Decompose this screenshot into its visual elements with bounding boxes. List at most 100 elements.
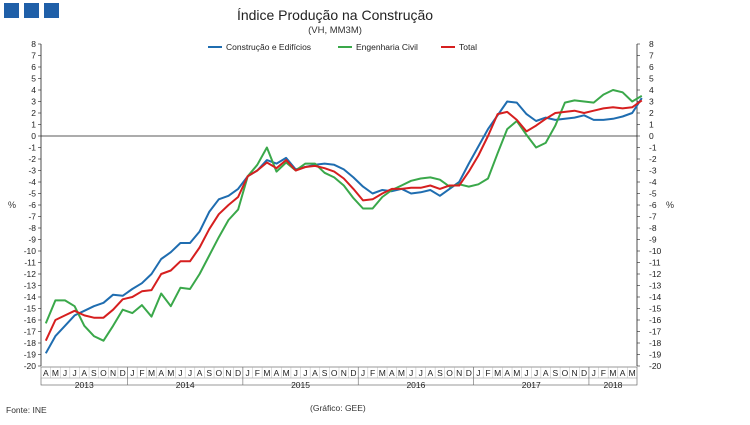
y-tick-label-left: 2 <box>31 108 36 118</box>
x-tick-label-month: N <box>110 368 116 378</box>
y-tick-label-right: 5 <box>649 74 654 84</box>
x-tick-label-month: A <box>312 368 318 378</box>
x-tick-label-month: J <box>361 368 365 378</box>
x-tick-label-month: M <box>52 368 59 378</box>
y-tick-label-right: -7 <box>649 212 657 222</box>
x-tick-label-month: A <box>158 368 164 378</box>
x-tick-label-month: F <box>601 368 606 378</box>
y-tick-label-right: -16 <box>649 315 662 325</box>
x-tick-label-month: M <box>167 368 174 378</box>
x-tick-label-month: A <box>81 368 87 378</box>
x-tick-label-month: J <box>73 368 77 378</box>
y-tick-label-left: -3 <box>28 166 36 176</box>
series-group <box>44 89 643 354</box>
x-tick-label-month: O <box>100 368 107 378</box>
y-tick-label-right: -17 <box>649 327 662 337</box>
x-tick-label-month: F <box>370 368 375 378</box>
x-tick-label-month: M <box>398 368 405 378</box>
x-tick-label-year: 2014 <box>176 380 195 390</box>
x-tick-label-month: O <box>562 368 569 378</box>
x-tick-label-month: J <box>178 368 182 378</box>
y-tick-label-right: 7 <box>649 51 654 61</box>
x-tick-label-month: J <box>476 368 480 378</box>
x-tick-label-month: A <box>620 368 626 378</box>
x-tick-label-month: O <box>331 368 338 378</box>
y-tick-label-right: -9 <box>649 235 657 245</box>
y-tick-label-right: -20 <box>649 361 662 371</box>
x-tick-label-month: M <box>148 368 155 378</box>
y-tick-label-right: -18 <box>649 338 662 348</box>
x-tick-label-month: M <box>513 368 520 378</box>
x-tick-label-month: A <box>389 368 395 378</box>
x-tick-label-month: S <box>552 368 558 378</box>
y-axis-left: 876543210-1-2-3-4-5-6-7-8-9-10-11-12-13-… <box>24 39 41 371</box>
x-tick-label-month: A <box>543 368 549 378</box>
x-tick-label-month: M <box>263 368 270 378</box>
y-tick-label-right: 1 <box>649 120 654 130</box>
y-tick-label-left: 1 <box>31 120 36 130</box>
legend-label-engenharia: Engenharia Civil <box>356 42 418 52</box>
y-tick-label-left: -20 <box>24 361 37 371</box>
x-tick-label-month: D <box>350 368 356 378</box>
y-tick-label-right: 2 <box>649 108 654 118</box>
credit-note: (Gráfico: GEE) <box>310 403 366 413</box>
y-tick-label-left: -16 <box>24 315 37 325</box>
y-tick-label-right: 6 <box>649 62 654 72</box>
y-tick-label-right: -8 <box>649 223 657 233</box>
y-tick-label-left: -15 <box>24 304 37 314</box>
y-tick-label-left: -19 <box>24 350 37 360</box>
y-tick-label-left: -12 <box>24 269 37 279</box>
y-axis-label-left: % <box>8 200 16 210</box>
y-tick-label-left: -14 <box>24 292 37 302</box>
x-tick-label-month: J <box>130 368 134 378</box>
legend-label-total: Total <box>459 42 477 52</box>
y-tick-label-left: -7 <box>28 212 36 222</box>
y-tick-label-left: -13 <box>24 281 37 291</box>
y-tick-label-left: 4 <box>31 85 36 95</box>
x-tick-label-month: A <box>274 368 280 378</box>
x-tick-label-month: J <box>592 368 596 378</box>
x-tick-label-month: N <box>225 368 231 378</box>
x-tick-label-month: F <box>485 368 490 378</box>
y-tick-label-left: -18 <box>24 338 37 348</box>
y-tick-label-left: -11 <box>24 258 36 268</box>
x-tick-label-year: 2018 <box>604 380 623 390</box>
x-tick-label-month: F <box>139 368 144 378</box>
x-tick-label-month: D <box>466 368 472 378</box>
y-tick-label-left: -17 <box>24 327 37 337</box>
x-tick-label-month: J <box>63 368 67 378</box>
y-tick-label-right: -5 <box>649 189 657 199</box>
x-tick-label-month: M <box>629 368 636 378</box>
x-tick-label-month: D <box>581 368 587 378</box>
x-tick-label-month: M <box>379 368 386 378</box>
x-tick-label-month: D <box>235 368 241 378</box>
logo-block-2 <box>24 3 39 18</box>
series-line-engenharia <box>44 89 643 342</box>
logo-block-3 <box>44 3 59 18</box>
x-tick-label-month: J <box>294 368 298 378</box>
x-tick-label-year: 2017 <box>522 380 541 390</box>
x-tick-label-month: J <box>303 368 307 378</box>
x-tick-label-month: J <box>524 368 528 378</box>
y-tick-label-left: 0 <box>31 131 36 141</box>
axes <box>40 44 638 386</box>
x-tick-label-month: J <box>409 368 413 378</box>
x-tick-label-year: 2016 <box>406 380 425 390</box>
y-tick-label-right: -19 <box>649 350 662 360</box>
y-tick-label-right: -3 <box>649 166 657 176</box>
y-tick-label-right: -15 <box>649 304 662 314</box>
x-tick-label-month: J <box>419 368 423 378</box>
x-tick-label-month: O <box>216 368 223 378</box>
y-tick-label-left: -9 <box>28 235 36 245</box>
x-tick-label-month: A <box>43 368 49 378</box>
x-tick-label-month: S <box>437 368 443 378</box>
y-tick-label-right: -13 <box>649 281 662 291</box>
y-tick-label-right: -14 <box>649 292 662 302</box>
x-tick-label-month: D <box>120 368 126 378</box>
y-tick-label-left: -6 <box>28 200 36 210</box>
x-tick-label-month: M <box>609 368 616 378</box>
y-tick-label-left: 6 <box>31 62 36 72</box>
y-axis-right: 876543210-1-2-3-4-5-6-7-8-9-10-11-12-13-… <box>637 39 662 371</box>
y-tick-label-left: -1 <box>28 143 36 153</box>
y-tick-label-right: -2 <box>649 154 657 164</box>
